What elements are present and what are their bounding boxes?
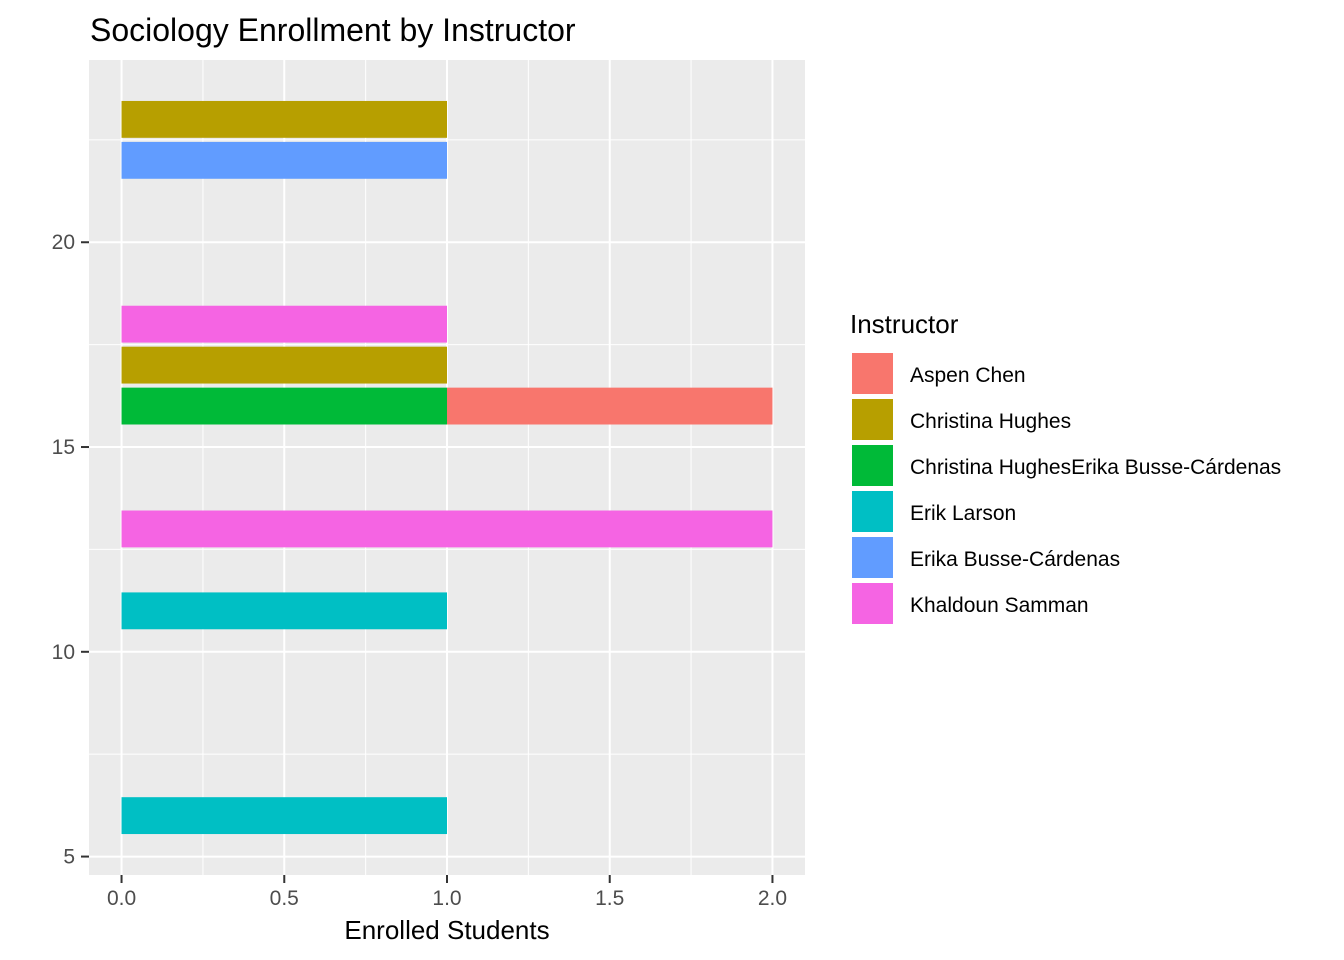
y-axis: 5 10 15 20 xyxy=(52,231,89,869)
bar-christina-hughes-y23 xyxy=(121,100,447,138)
legend-label-1: Christina Hughes xyxy=(910,410,1071,433)
legend-label-3: Erik Larson xyxy=(910,502,1016,525)
bar-erik-larson-y11 xyxy=(121,592,447,630)
x-tick-label: 1.5 xyxy=(595,887,624,910)
legend-key-3 xyxy=(850,489,895,534)
x-tick-label: 0.0 xyxy=(107,887,136,910)
legend-label-2: Christina HughesErika Busse-Cárdenas xyxy=(910,456,1281,479)
bar-erika-busse-c-rdenas-y22 xyxy=(121,141,447,179)
bar-christina-hughes-y17 xyxy=(121,346,447,384)
y-tick-label: 20 xyxy=(52,231,75,254)
bar-aspen-chen-y16 xyxy=(447,387,773,425)
legend-label-0: Aspen Chen xyxy=(910,364,1026,387)
y-tick-label: 10 xyxy=(52,641,75,664)
bars xyxy=(121,100,773,835)
x-tick-label: 1.0 xyxy=(432,887,461,910)
bar-khaldoun-samman-y13 xyxy=(121,510,773,548)
y-tick-label: 15 xyxy=(52,436,75,459)
legend-items: Aspen Chen Christina Hughes Christina Hugh… xyxy=(850,351,1281,626)
legend-key-4 xyxy=(850,535,895,580)
y-tick-label: 5 xyxy=(63,846,75,869)
x-tick-label: 0.5 xyxy=(270,887,299,910)
legend-title: Instructor xyxy=(850,309,959,339)
legend-key-2 xyxy=(850,443,895,488)
legend-label-5: Khaldoun Samman xyxy=(910,594,1089,617)
legend-key-1 xyxy=(850,397,895,442)
major-gridlines xyxy=(89,60,805,875)
bar-christina-hugheserika-busse-c-rdenas-y16 xyxy=(121,387,447,425)
legend: Instructor Aspen Chen Christina Hughes Chr… xyxy=(850,309,1281,626)
x-axis-title: Enrolled Students xyxy=(344,915,549,945)
legend-key-0 xyxy=(850,351,895,396)
bar-erik-larson-y6 xyxy=(121,797,447,835)
bar-khaldoun-samman-y18 xyxy=(121,305,447,343)
legend-key-5 xyxy=(850,581,895,626)
legend-label-4: Erika Busse-Cárdenas xyxy=(910,548,1120,571)
chart-title: Sociology Enrollment by Instructor xyxy=(90,12,576,48)
x-tick-label: 2.0 xyxy=(758,887,787,910)
x-axis: 0.0 0.5 1.0 1.5 2.0 xyxy=(107,875,787,910)
